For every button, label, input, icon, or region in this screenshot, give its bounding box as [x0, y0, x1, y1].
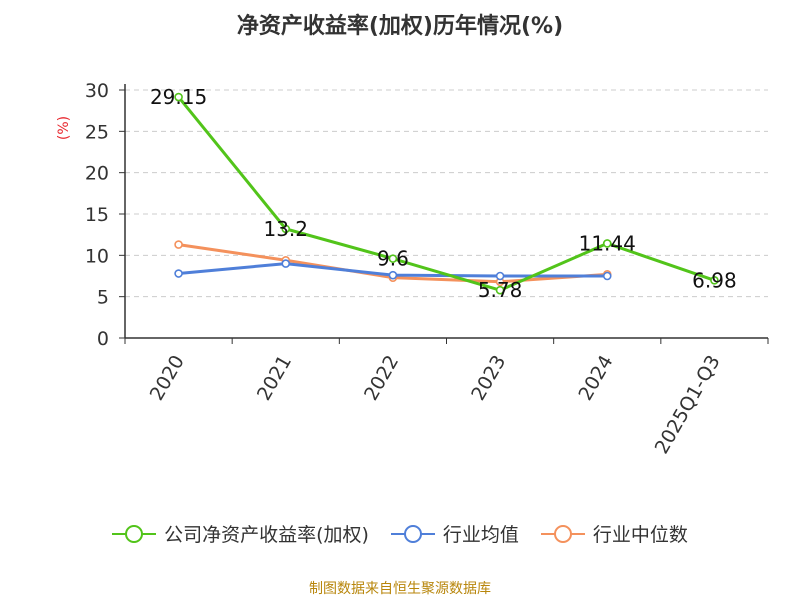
y-tick-label: 15 — [85, 204, 109, 226]
legend-item: 行业均值 — [390, 520, 519, 547]
data-label: 29.15 — [150, 85, 207, 109]
legend-label: 行业均值 — [442, 524, 519, 546]
series-line — [177, 96, 715, 292]
legend-label: 行业中位数 — [592, 524, 688, 546]
data-point — [388, 254, 398, 263]
data-point — [281, 224, 291, 234]
x-tick-label: 2023 — [467, 352, 510, 405]
data-label: 11.44 — [579, 231, 636, 255]
y-tick-label: 25 — [85, 121, 109, 143]
x-tick-label: 2021 — [253, 352, 296, 405]
data-point — [602, 239, 612, 248]
y-axis-label: (%) — [56, 116, 72, 140]
data-point — [174, 240, 183, 249]
y-tick-label: 20 — [85, 163, 109, 185]
legend-symbol — [540, 524, 585, 543]
data-point — [495, 285, 505, 295]
y-tick-label: 10 — [85, 245, 109, 267]
legend: 公司净资产收益率(加权) 行业均值 行业中位数 — [0, 520, 800, 547]
x-tick-label: 2020 — [146, 352, 189, 405]
data-point — [602, 271, 612, 281]
legend-label: 公司净资产收益率(加权) — [164, 524, 369, 546]
data-label: 5.78 — [478, 278, 523, 302]
source-note: 制图数据来自恒生聚源数据库 — [309, 581, 491, 597]
chart-title: 净资产收益率(加权)历年情况(%) — [236, 14, 564, 39]
data-point — [388, 270, 398, 280]
data-point — [495, 271, 505, 281]
y-tick-label: 5 — [97, 287, 109, 309]
data-point — [281, 259, 291, 268]
legend-symbol — [390, 524, 435, 543]
y-tick-label: 0 — [97, 328, 109, 350]
legend-item: 行业中位数 — [540, 520, 688, 547]
x-tick-label: 2025Q1-Q3 — [651, 352, 725, 458]
data-label: 13.2 — [263, 217, 308, 241]
data-label: 6.98 — [692, 268, 737, 292]
data-point — [174, 269, 183, 278]
x-tick-label: 2024 — [574, 352, 617, 405]
legend-symbol — [112, 524, 157, 543]
legend-item: 公司净资产收益率(加权) — [112, 520, 369, 547]
y-tick-label: 30 — [85, 80, 109, 102]
data-point — [174, 92, 183, 102]
x-tick-label: 2022 — [360, 352, 403, 405]
data-point — [710, 275, 719, 285]
data-label: 9.6 — [377, 247, 409, 271]
